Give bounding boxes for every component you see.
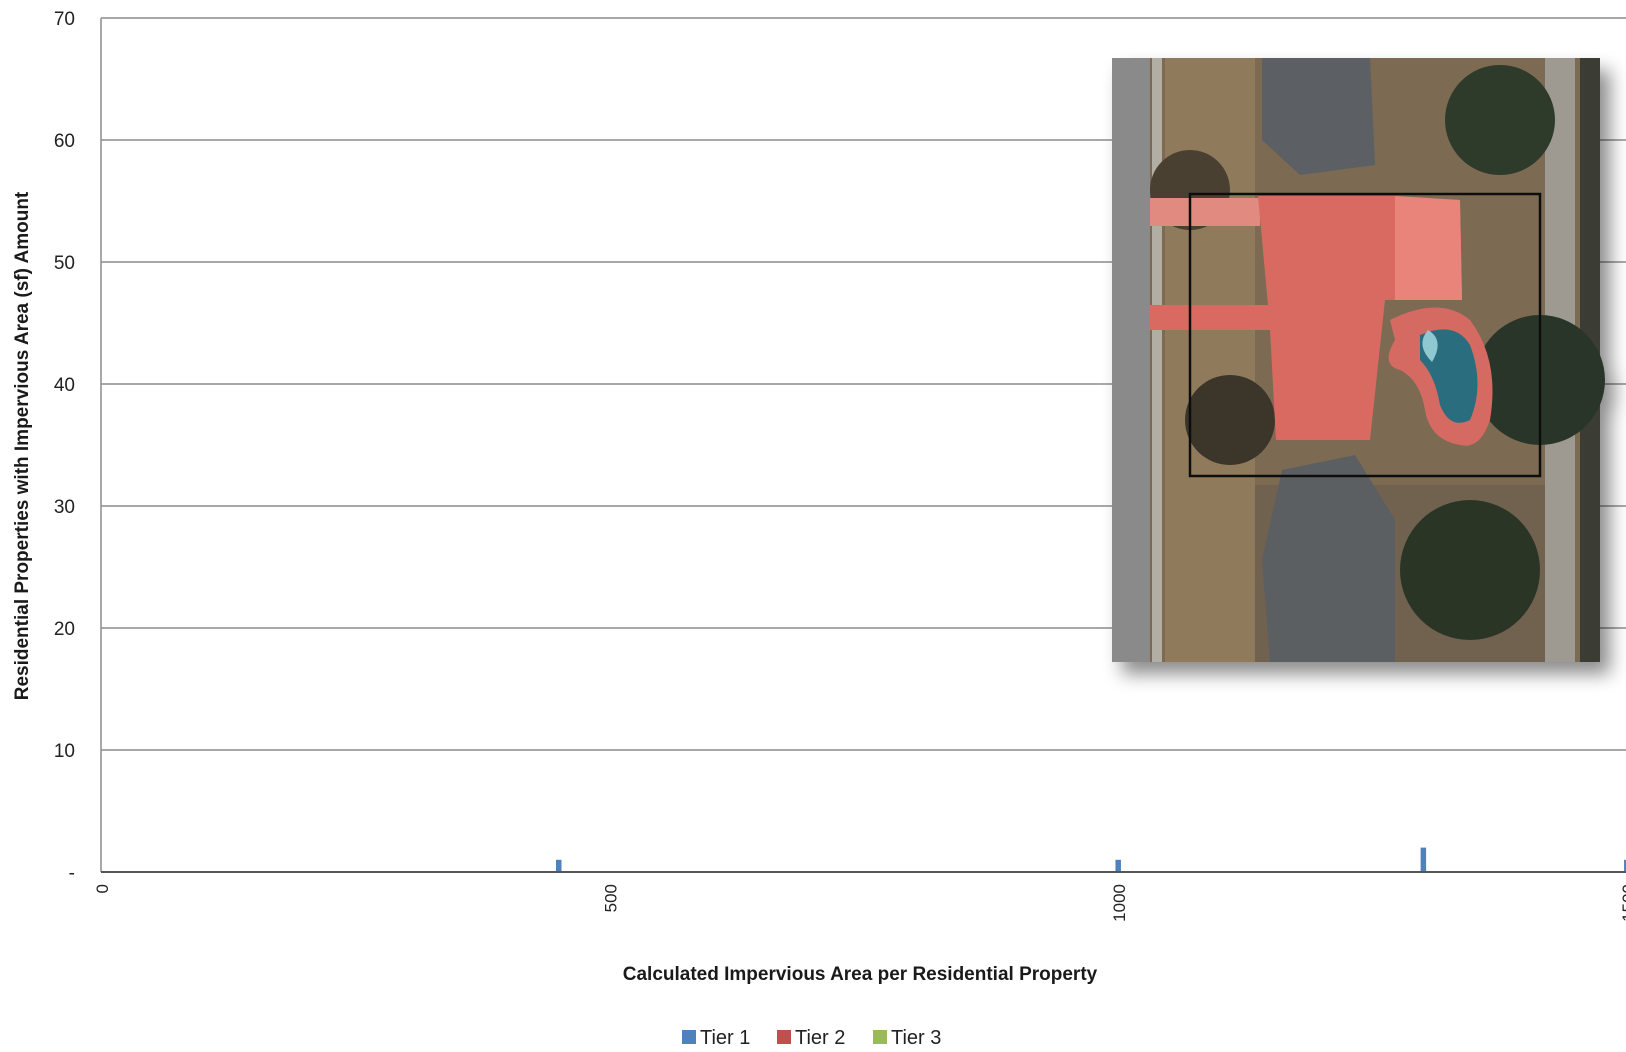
legend-label: Tier 1 [700, 1027, 750, 1049]
y-tick-label: 60 [54, 131, 75, 152]
legend-label: Tier 3 [891, 1027, 941, 1049]
y-axis-title: Residential Properties with Impervious A… [12, 191, 33, 700]
legend-swatch [682, 1030, 696, 1044]
bar-tier-1 [555, 859, 562, 872]
y-tick-label: 30 [54, 497, 75, 518]
bar-tier-1 [1115, 859, 1121, 872]
bar-tier-1 [1624, 859, 1626, 872]
legend-label: Tier 2 [795, 1027, 845, 1049]
y-tick-label: 40 [54, 375, 75, 396]
x-tick-label: 1500 [1619, 884, 1626, 922]
aerial-inset-image [1112, 58, 1605, 662]
legend: Tier 1 Tier 2 Tier 3 [682, 1027, 941, 1049]
y-tick-label: 20 [54, 619, 75, 640]
tick-labels: -102030405060700500100015002000250030003… [54, 9, 1626, 922]
legend-swatch [873, 1030, 887, 1044]
legend-swatch [777, 1030, 791, 1044]
x-tick-label: 1000 [1110, 884, 1129, 922]
bar-tier-1 [1420, 847, 1427, 872]
x-tick-label: 500 [602, 884, 621, 912]
y-tick-label: 70 [54, 9, 75, 30]
axes [100, 18, 1626, 873]
x-axis-title: Calculated Impervious Area per Residenti… [623, 964, 1098, 985]
y-tick-label: 50 [54, 253, 75, 274]
gridlines [101, 17, 1626, 751]
bars [555, 847, 1626, 872]
y-tick-label: 10 [54, 741, 75, 762]
y-tick-label: - [69, 863, 75, 884]
x-tick-label: 0 [93, 884, 112, 893]
